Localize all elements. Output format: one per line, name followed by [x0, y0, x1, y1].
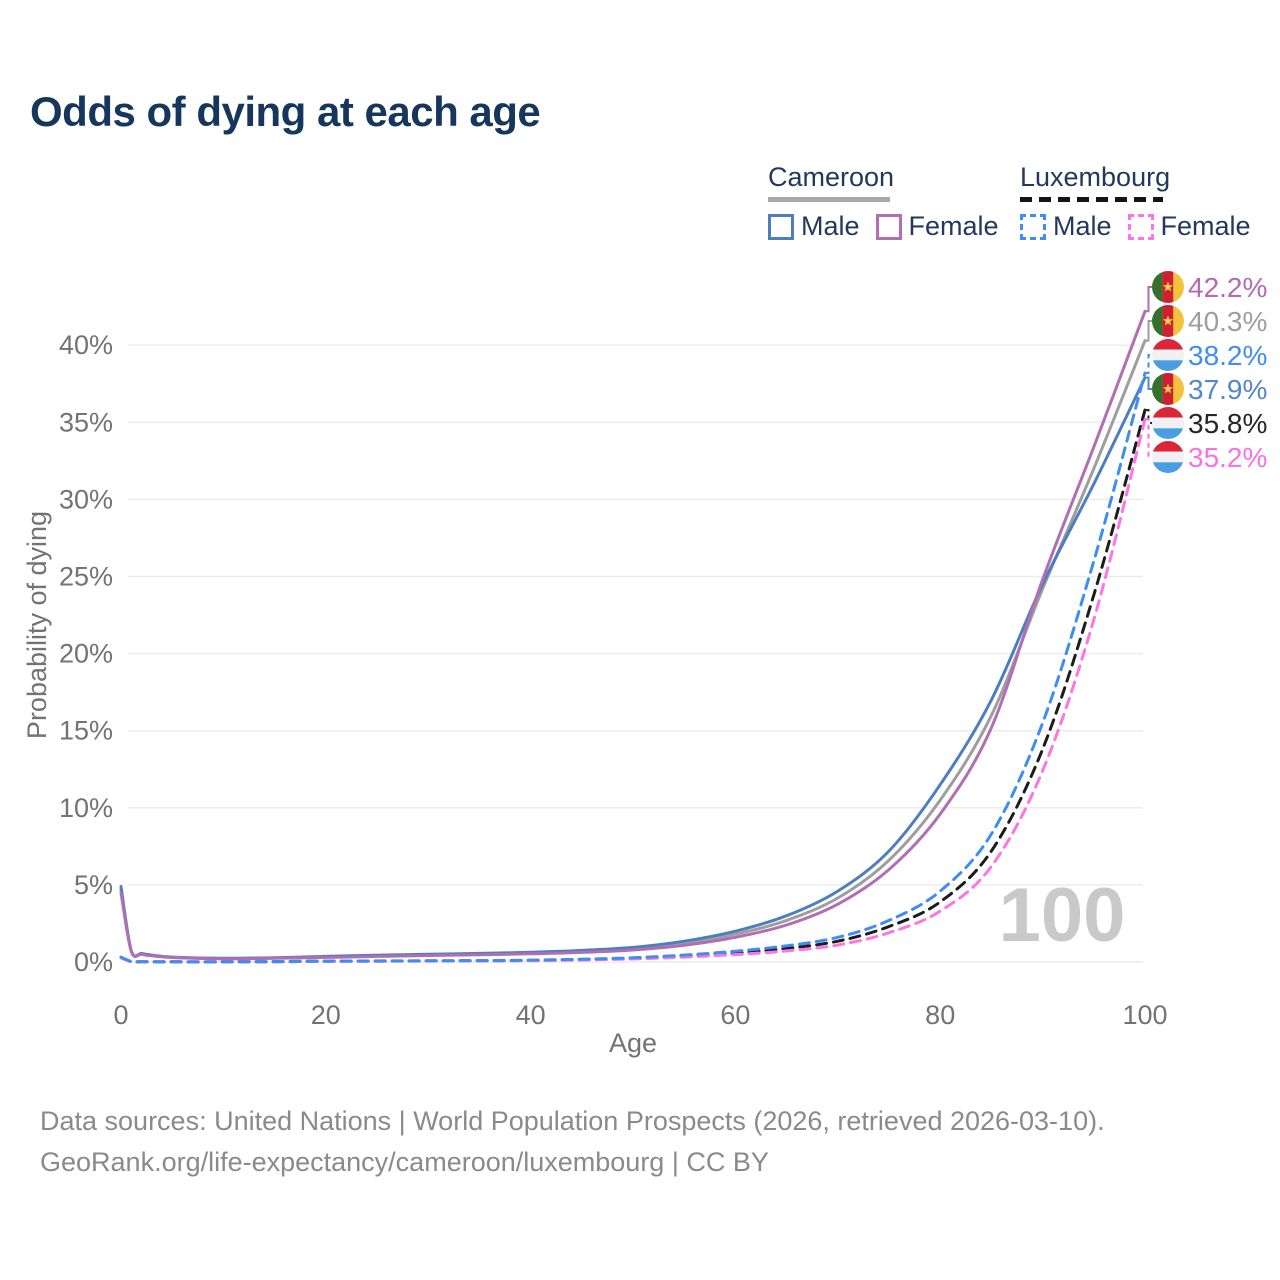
flag-luxembourg-icon — [1152, 441, 1184, 473]
y-tick-label: 20% — [59, 639, 113, 669]
legend-luxembourg-line-swatch — [1020, 197, 1163, 202]
legend-label: Male — [801, 211, 860, 241]
watermark-100: 100 — [999, 873, 1126, 958]
x-axis-title: Age — [609, 1028, 657, 1058]
x-tick-label: 80 — [925, 1000, 955, 1030]
x-tick-label: 100 — [1122, 1000, 1167, 1030]
line-luxembourg-female[interactable] — [119, 417, 1147, 964]
end-label-value: 37.9% — [1188, 374, 1267, 405]
flag-cameroon-icon — [1152, 271, 1184, 303]
legend-label: Female — [1160, 211, 1251, 241]
flag-cameroon-icon — [1152, 373, 1184, 405]
y-tick-label: 0% — [74, 947, 113, 977]
x-tick-label: 20 — [311, 1000, 341, 1030]
flag-luxembourg-icon — [1152, 407, 1184, 439]
y-tick-label: 10% — [59, 793, 113, 823]
line-cameroon-female[interactable] — [119, 309, 1147, 961]
legend-entry-cameroon-female[interactable]: Female — [875, 211, 999, 242]
page-title: Odds of dying at each age — [30, 88, 541, 135]
legend-group-cameroon: Cameroon Male Female — [768, 162, 999, 242]
y-axis-title: Probability of dying — [22, 511, 52, 739]
line-luxembourg-both[interactable] — [119, 408, 1147, 964]
end-label-connector — [1145, 418, 1152, 458]
flag-luxembourg-icon — [1152, 339, 1184, 371]
end-label-connector — [1145, 320, 1152, 342]
end-label-value: 35.8% — [1188, 408, 1267, 439]
end-label-connector — [1145, 409, 1152, 424]
footer-attribution: GeoRank.org/life-expectancy/cameroon/lux… — [40, 1147, 769, 1177]
y-tick-label: 30% — [59, 484, 113, 514]
end-label-connector — [1145, 286, 1152, 313]
end-label-value: 35.2% — [1188, 442, 1267, 473]
legend-country-luxembourg: Luxembourg — [1020, 162, 1171, 192]
x-tick-label: 60 — [720, 1000, 750, 1030]
flag-cameroon-icon — [1152, 305, 1184, 337]
legend-label: Female — [908, 211, 999, 241]
luxembourg-female-swatch — [1127, 213, 1154, 240]
legend-country-cameroon: Cameroon — [768, 162, 895, 192]
line-cameroon-male[interactable] — [119, 376, 1147, 960]
luxembourg-male-swatch — [1020, 213, 1046, 240]
y-tick-label: 5% — [74, 870, 113, 900]
line-luxembourg-male[interactable] — [119, 371, 1147, 964]
legend-entry-luxembourg-female[interactable]: Female — [1127, 211, 1251, 242]
end-label-value: 38.2% — [1188, 340, 1267, 371]
y-tick-label: 15% — [59, 716, 113, 746]
legend-label: Male — [1053, 211, 1112, 241]
x-tick-label: 0 — [113, 1000, 128, 1030]
y-tick-label: 25% — [59, 562, 113, 592]
end-label-connector — [1145, 354, 1152, 374]
end-label-value: 40.3% — [1188, 306, 1267, 337]
legend-entry-luxembourg-male[interactable]: Male — [1020, 211, 1112, 242]
y-tick-label: 35% — [59, 407, 113, 437]
cameroon-male-swatch — [768, 213, 794, 240]
legend-cameroon-line-swatch — [768, 197, 890, 202]
legend-entry-cameroon-male[interactable]: Male — [768, 211, 860, 242]
cameroon-female-swatch — [875, 213, 902, 240]
end-label-connector — [1145, 376, 1152, 390]
end-label-value: 42.2% — [1188, 272, 1267, 303]
x-tick-label: 40 — [516, 1000, 546, 1030]
legend-group-luxembourg: Luxembourg Male Female — [1020, 162, 1251, 242]
footer-data-sources: Data sources: United Nations | World Pop… — [40, 1106, 1105, 1136]
y-tick-label: 40% — [59, 330, 113, 360]
